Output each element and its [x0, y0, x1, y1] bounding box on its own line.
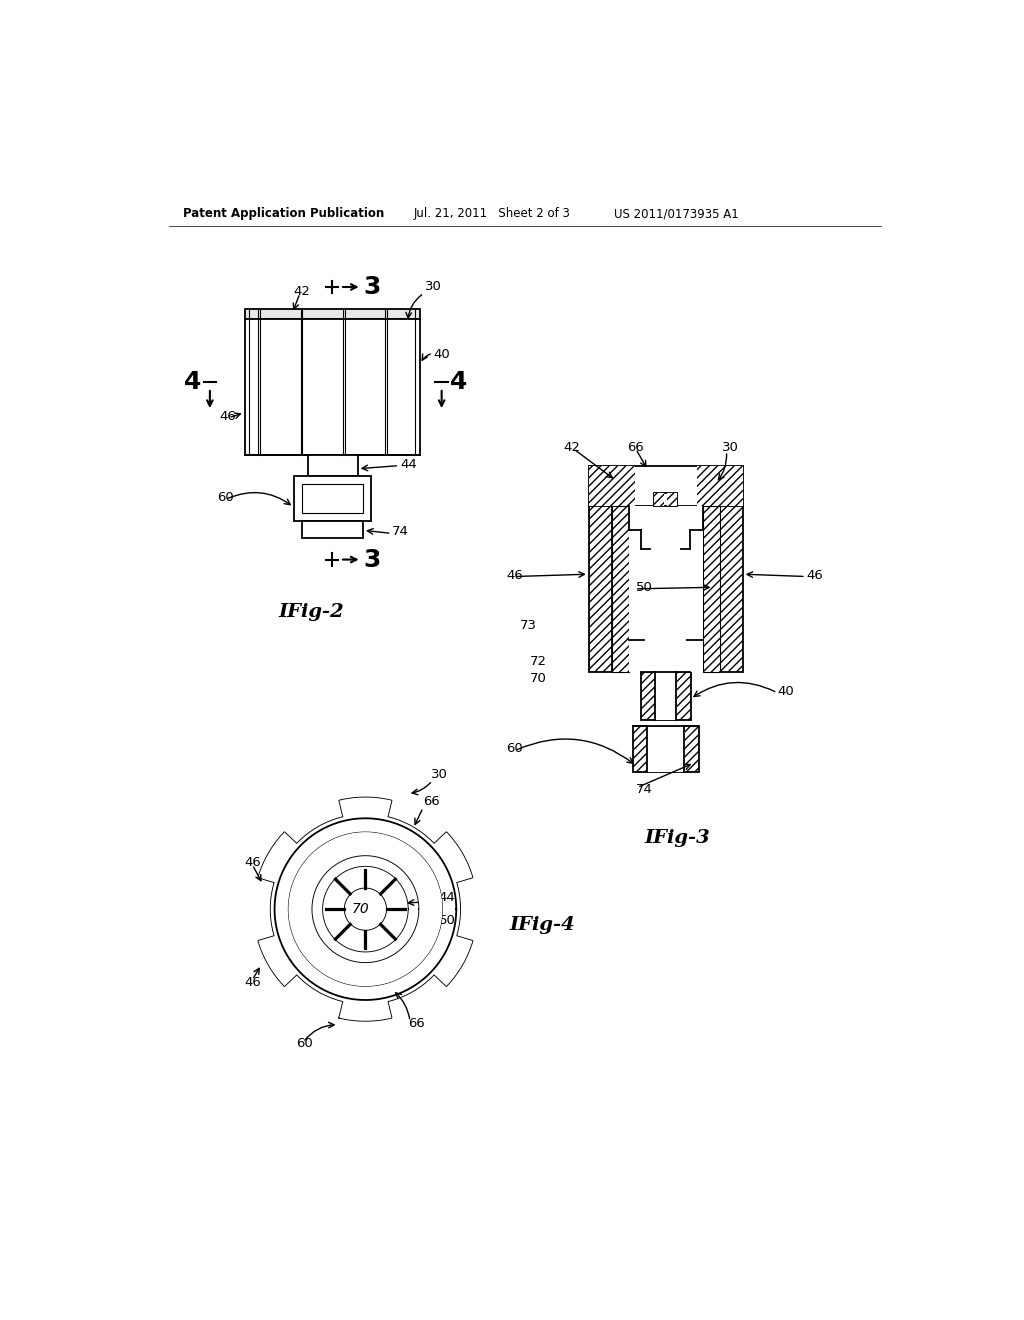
Text: 72: 72 — [529, 655, 547, 668]
Text: IFig-3: IFig-3 — [644, 829, 710, 846]
Text: 74: 74 — [392, 525, 410, 539]
Bar — [690, 507, 702, 529]
Polygon shape — [258, 797, 472, 1020]
Text: 60: 60 — [296, 1038, 313, 1051]
Text: 44: 44 — [400, 458, 417, 471]
Text: 74: 74 — [636, 783, 652, 796]
Bar — [589, 466, 742, 507]
Bar — [611, 507, 629, 672]
Text: 30: 30 — [431, 768, 447, 781]
Text: 4: 4 — [184, 370, 202, 393]
Bar — [654, 492, 677, 507]
Text: 4: 4 — [450, 370, 467, 393]
Bar — [301, 521, 364, 539]
PathPatch shape — [258, 797, 472, 1020]
Bar — [634, 726, 698, 772]
Text: 42: 42 — [294, 285, 310, 298]
Text: 40: 40 — [777, 685, 794, 698]
Bar — [668, 492, 677, 507]
Bar — [629, 507, 641, 529]
Text: 66: 66 — [408, 1016, 425, 1030]
Text: 46: 46 — [245, 857, 261, 870]
Text: 40: 40 — [433, 348, 450, 362]
Text: 66: 66 — [628, 441, 644, 454]
Bar — [702, 507, 720, 672]
Bar — [696, 466, 742, 507]
Text: 73: 73 — [519, 619, 537, 632]
Text: 30: 30 — [722, 441, 738, 454]
Text: 70: 70 — [352, 902, 370, 916]
Text: 66: 66 — [423, 795, 440, 808]
Bar — [655, 672, 677, 719]
PathPatch shape — [323, 867, 408, 952]
Bar — [654, 492, 665, 507]
Bar — [589, 466, 635, 507]
Text: 46: 46 — [245, 975, 261, 989]
Bar — [301, 484, 364, 513]
Text: 3: 3 — [364, 548, 381, 572]
Text: 3: 3 — [364, 275, 381, 300]
Bar — [629, 507, 702, 672]
Bar — [647, 721, 685, 772]
Text: 50: 50 — [438, 915, 456, 927]
Text: 44: 44 — [438, 891, 456, 904]
Text: 42: 42 — [563, 441, 581, 454]
Text: 50: 50 — [636, 581, 652, 594]
Text: 70: 70 — [529, 672, 546, 685]
Text: Jul. 21, 2011   Sheet 2 of 3: Jul. 21, 2011 Sheet 2 of 3 — [414, 207, 570, 220]
Text: 60: 60 — [217, 491, 233, 504]
Bar — [589, 507, 611, 672]
Bar — [245, 309, 420, 319]
Bar — [245, 319, 420, 455]
Text: 30: 30 — [425, 280, 441, 293]
Text: US 2011/0173935 A1: US 2011/0173935 A1 — [614, 207, 739, 220]
Text: 46: 46 — [807, 569, 823, 582]
Text: IFig-4: IFig-4 — [510, 916, 575, 933]
Bar — [294, 477, 371, 521]
Bar — [307, 455, 357, 477]
Bar — [720, 507, 742, 672]
PathPatch shape — [289, 832, 442, 986]
Text: IFig-2: IFig-2 — [279, 603, 344, 620]
Text: 60: 60 — [506, 742, 523, 755]
Bar — [641, 672, 691, 719]
Text: 46: 46 — [506, 569, 523, 582]
Text: Patent Application Publication: Patent Application Publication — [183, 207, 384, 220]
Text: 46: 46 — [219, 409, 236, 422]
